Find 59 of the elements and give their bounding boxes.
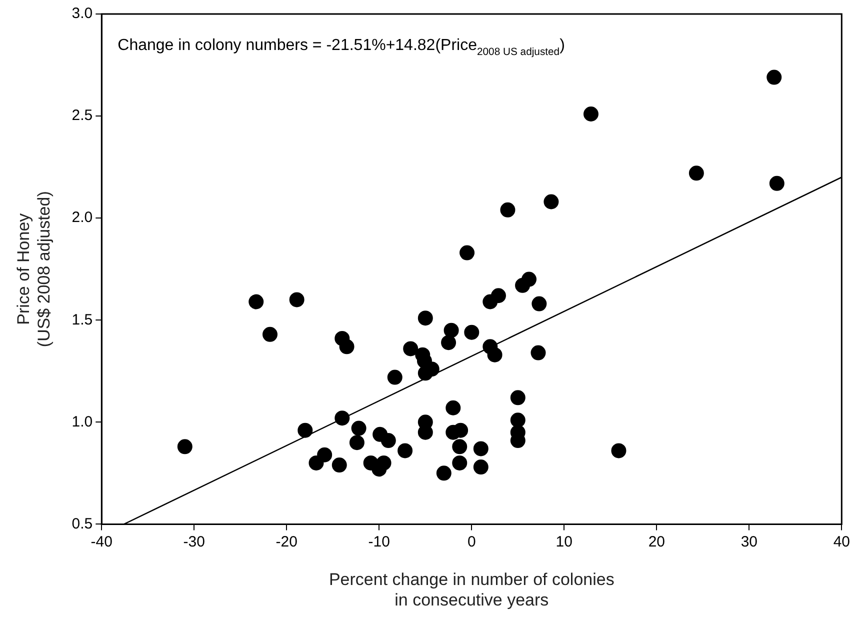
point [487,347,502,362]
point [583,106,598,122]
point [334,410,350,426]
point [544,194,559,210]
point [380,433,396,448]
point [262,326,278,342]
y-tick-label: 2.5 [72,107,93,124]
x-tick-label: -30 [183,533,205,550]
point [387,370,402,385]
point [510,390,526,406]
point [452,439,468,454]
point [441,335,456,350]
point [460,245,475,260]
point [177,439,192,454]
point [490,288,506,304]
y-tick-label: 2.0 [72,209,93,226]
point [611,443,626,458]
point [453,422,468,438]
x-tick-label: 0 [467,533,476,550]
y-tick-label: 1.0 [72,413,93,430]
point [436,466,452,481]
point [248,294,264,310]
point [289,292,304,308]
point [332,458,347,473]
point [446,400,461,416]
x-tick-label: 20 [648,533,665,550]
x-tick-label: -40 [90,533,112,550]
point [530,345,546,360]
x-tick-label: 40 [833,533,850,550]
point [766,70,782,85]
x-tick-label: 10 [556,533,572,550]
point [398,443,413,458]
x-tick-label: 30 [740,533,758,550]
point [349,435,364,450]
y-tick-label: 0.5 [72,515,93,532]
y-tick-label: 1.5 [72,311,93,328]
y-tick-label: 3.0 [72,5,93,22]
point [298,422,313,438]
y-axis-title: Price of Honey (US$ 2008 adjusted) [14,191,54,348]
x-tick-label: -10 [368,533,390,550]
point [403,341,418,356]
point [351,420,366,436]
x-tick-label: -20 [276,533,298,550]
point [473,460,488,475]
point [444,322,459,338]
x-axis-title: Percent change in number of colonies in consecutive years [328,570,614,610]
point [452,455,468,470]
point [500,202,516,218]
point [418,310,433,326]
point [532,296,547,312]
point [317,447,332,462]
point [688,166,704,181]
point [376,455,392,470]
point [522,272,537,287]
point [510,412,526,428]
point [464,324,480,340]
point [473,441,488,456]
point [769,176,784,191]
point [339,339,354,354]
